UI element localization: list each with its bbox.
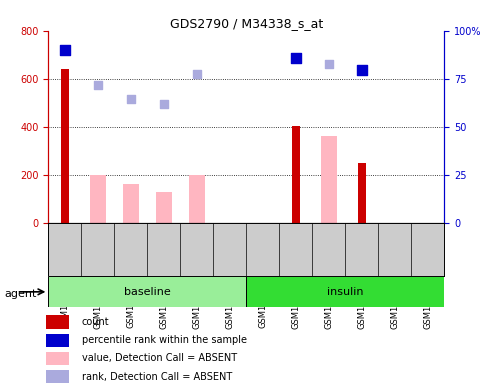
Point	[358, 67, 366, 73]
Point	[61, 47, 69, 53]
Bar	[46, 352, 69, 365]
Bar	[48, 276, 246, 307]
Text: baseline: baseline	[124, 287, 170, 297]
Bar	[123, 184, 139, 223]
Text: insulin: insulin	[327, 287, 364, 297]
Point	[160, 101, 168, 107]
Text: percentile rank within the sample: percentile rank within the sample	[82, 335, 247, 345]
Bar	[358, 163, 366, 223]
Text: agent: agent	[5, 289, 37, 299]
Point	[193, 71, 201, 77]
Bar	[89, 175, 106, 223]
Bar	[46, 370, 69, 383]
Bar	[46, 315, 69, 329]
Point	[292, 55, 299, 61]
Point	[127, 96, 135, 102]
Bar	[246, 276, 444, 307]
Bar	[61, 69, 69, 223]
Text: count: count	[82, 317, 110, 327]
Bar	[46, 334, 69, 347]
Point	[325, 61, 333, 68]
Point	[94, 82, 102, 88]
Bar	[321, 136, 337, 223]
Bar	[156, 192, 172, 223]
Text: rank, Detection Call = ABSENT: rank, Detection Call = ABSENT	[82, 372, 232, 382]
Bar	[188, 175, 205, 223]
Text: value, Detection Call = ABSENT: value, Detection Call = ABSENT	[82, 353, 237, 364]
Title: GDS2790 / M34338_s_at: GDS2790 / M34338_s_at	[170, 17, 323, 30]
Bar	[292, 126, 299, 223]
